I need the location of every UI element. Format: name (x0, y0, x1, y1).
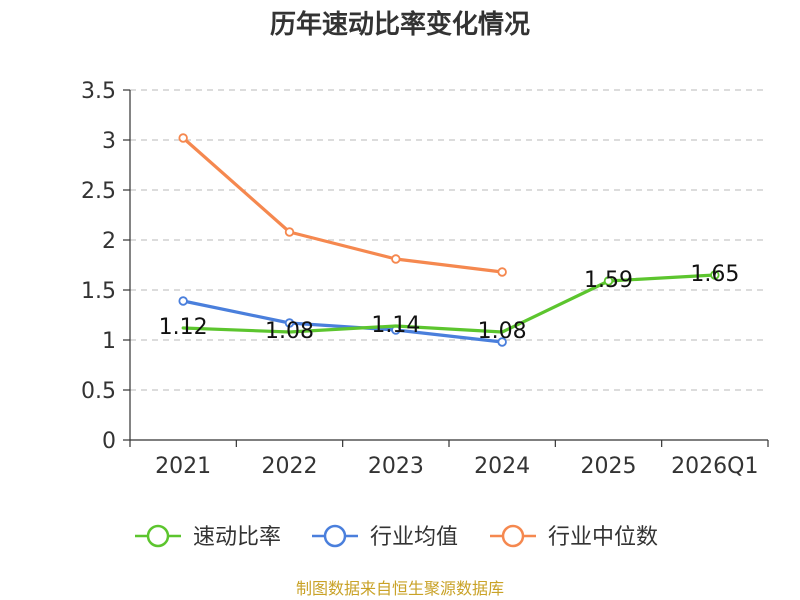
y-tick-label: 1.5 (81, 279, 116, 304)
series-point (284, 318, 295, 328)
legend-label: 行业中位数 (548, 525, 658, 550)
legend-label: 速动比率 (193, 525, 281, 550)
series-point (178, 296, 188, 306)
x-tick-label: 2026Q1 (671, 454, 758, 479)
data-label-layer: 1.12 1.08 1.14 1.08 1.59 1.65 (159, 262, 740, 344)
data-label: 1.08 (478, 319, 527, 344)
legend-marker (323, 524, 347, 548)
x-tick-label: 2024 (474, 454, 530, 479)
series-point (603, 276, 614, 286)
source-note: 制图数据来自恒生聚源数据库 (296, 579, 504, 598)
legend-marker (146, 524, 170, 548)
x-tick-label: 2023 (368, 454, 424, 479)
axis-layer: 0 0.5 1 1.5 2 2.5 3 3.5 2021 2022 2023 2024 2025 2026… (81, 79, 769, 479)
series-point (497, 267, 507, 277)
legend-label: 行业均值 (370, 525, 458, 550)
series-point (178, 133, 188, 143)
y-tick-label: 3.5 (81, 79, 116, 104)
y-tick-label: 0.5 (81, 379, 116, 404)
series-line (181, 273, 717, 334)
data-label: 1.12 (159, 315, 208, 340)
series-point (710, 270, 720, 280)
y-tick-label: 0 (102, 429, 116, 454)
series-point (497, 337, 507, 347)
series-point (391, 254, 401, 264)
data-label: 1.08 (265, 319, 314, 344)
y-tick-label: 2.5 (81, 179, 116, 204)
grid-layer (130, 89, 768, 391)
data-label: 1.14 (371, 313, 420, 338)
legend: 速动比率 行业均值 行业中位数 (135, 524, 658, 550)
series-line (181, 136, 504, 274)
series-line (181, 299, 504, 344)
series-layer (178, 133, 720, 347)
data-label: 1.65 (690, 262, 739, 287)
y-tick-label: 1 (102, 329, 116, 354)
data-label: 1.59 (584, 268, 633, 293)
x-tick-label: 2025 (581, 454, 637, 479)
y-tick-label: 2 (102, 229, 116, 254)
chart-title: 历年速动比率变化情况 (270, 9, 530, 40)
x-tick-label: 2021 (155, 454, 211, 479)
y-tick-label: 3 (102, 129, 116, 154)
series-point (284, 227, 295, 237)
x-tick-label: 2022 (262, 454, 318, 479)
legend-marker (501, 524, 525, 548)
